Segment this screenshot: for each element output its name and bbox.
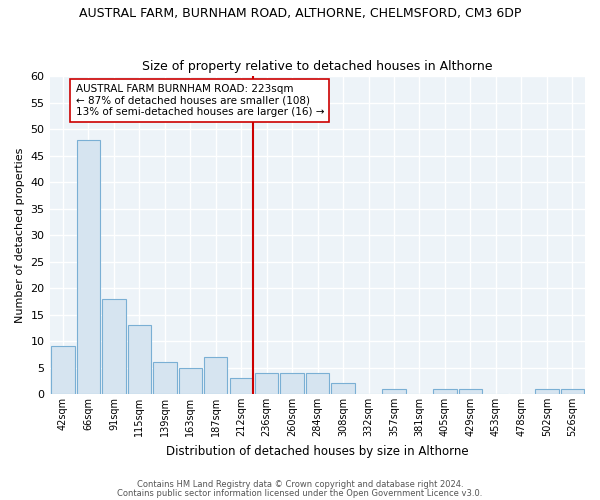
Bar: [204, 357, 227, 394]
Bar: [77, 140, 100, 394]
X-axis label: Distribution of detached houses by size in Althorne: Distribution of detached houses by size …: [166, 444, 469, 458]
Bar: [433, 388, 457, 394]
Bar: [382, 388, 406, 394]
Bar: [102, 298, 125, 394]
Bar: [560, 388, 584, 394]
Text: AUSTRAL FARM BURNHAM ROAD: 223sqm
← 87% of detached houses are smaller (108)
13%: AUSTRAL FARM BURNHAM ROAD: 223sqm ← 87% …: [76, 84, 324, 117]
Text: Contains public sector information licensed under the Open Government Licence v3: Contains public sector information licen…: [118, 489, 482, 498]
Bar: [255, 373, 278, 394]
Bar: [153, 362, 176, 394]
Title: Size of property relative to detached houses in Althorne: Size of property relative to detached ho…: [142, 60, 493, 74]
Y-axis label: Number of detached properties: Number of detached properties: [15, 148, 25, 322]
Bar: [306, 373, 329, 394]
Text: Contains HM Land Registry data © Crown copyright and database right 2024.: Contains HM Land Registry data © Crown c…: [137, 480, 463, 489]
Bar: [280, 373, 304, 394]
Bar: [535, 388, 559, 394]
Bar: [51, 346, 74, 394]
Bar: [179, 368, 202, 394]
Text: AUSTRAL FARM, BURNHAM ROAD, ALTHORNE, CHELMSFORD, CM3 6DP: AUSTRAL FARM, BURNHAM ROAD, ALTHORNE, CH…: [79, 8, 521, 20]
Bar: [230, 378, 253, 394]
Bar: [128, 325, 151, 394]
Bar: [458, 388, 482, 394]
Bar: [331, 384, 355, 394]
